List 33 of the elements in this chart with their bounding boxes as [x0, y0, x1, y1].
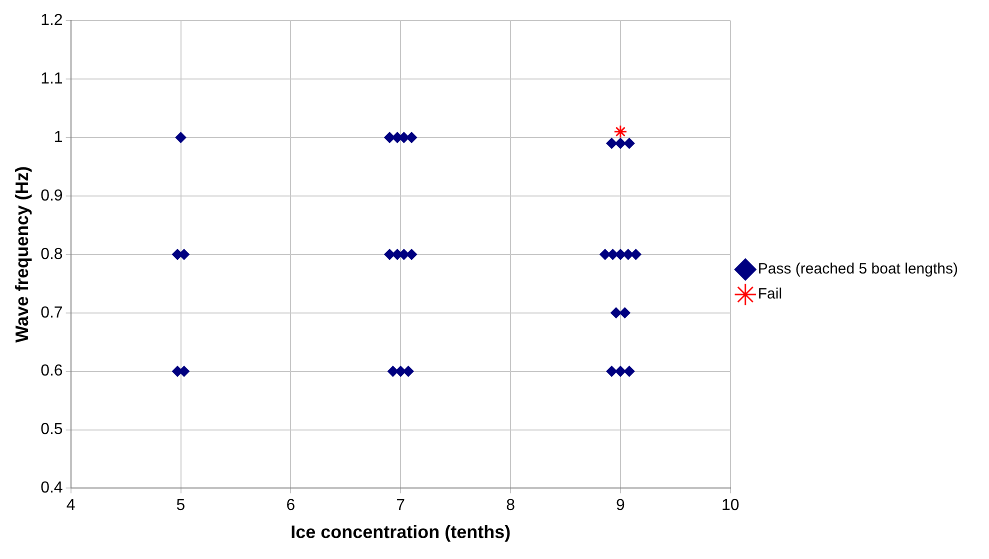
x-tick-label: 10 [721, 497, 740, 514]
point [406, 132, 418, 143]
x-tick-label: 7 [396, 497, 406, 514]
legend-label: Pass (reached 5 boat lengths) [758, 260, 958, 278]
y-axis-title: Wave frequency (Hz) [12, 166, 32, 343]
point [614, 366, 626, 377]
y-tick-label: 0.9 [40, 187, 63, 204]
point [175, 132, 186, 143]
x-tick-label: 5 [176, 497, 186, 514]
y-tick-label: 0.7 [40, 304, 63, 322]
y-tick-label: 0.5 [40, 421, 63, 438]
point [607, 248, 618, 260]
y-tick-label: 0.8 [40, 246, 63, 263]
x-tick-label: 8 [506, 497, 516, 514]
y-tick-label: 1 [54, 128, 63, 146]
point [406, 248, 418, 260]
x-axis-title: Ice concentration (tenths) [290, 522, 511, 542]
point [619, 307, 630, 318]
y-tick-label: 0.4 [40, 480, 63, 497]
x-tick-label: 9 [616, 497, 626, 514]
y-tick-label: 0.6 [40, 362, 63, 380]
point [606, 138, 618, 149]
x-tick-label: 6 [286, 497, 296, 514]
y-tick-label: 1.1 [40, 70, 63, 88]
point [624, 138, 635, 149]
point [610, 307, 622, 318]
point [614, 124, 628, 138]
point [614, 138, 626, 149]
y-tick-label: 1.2 [40, 12, 63, 30]
legend-label: Fail [758, 286, 782, 303]
x-tick-label: 4 [66, 497, 76, 514]
point [624, 366, 635, 377]
point [606, 366, 618, 377]
